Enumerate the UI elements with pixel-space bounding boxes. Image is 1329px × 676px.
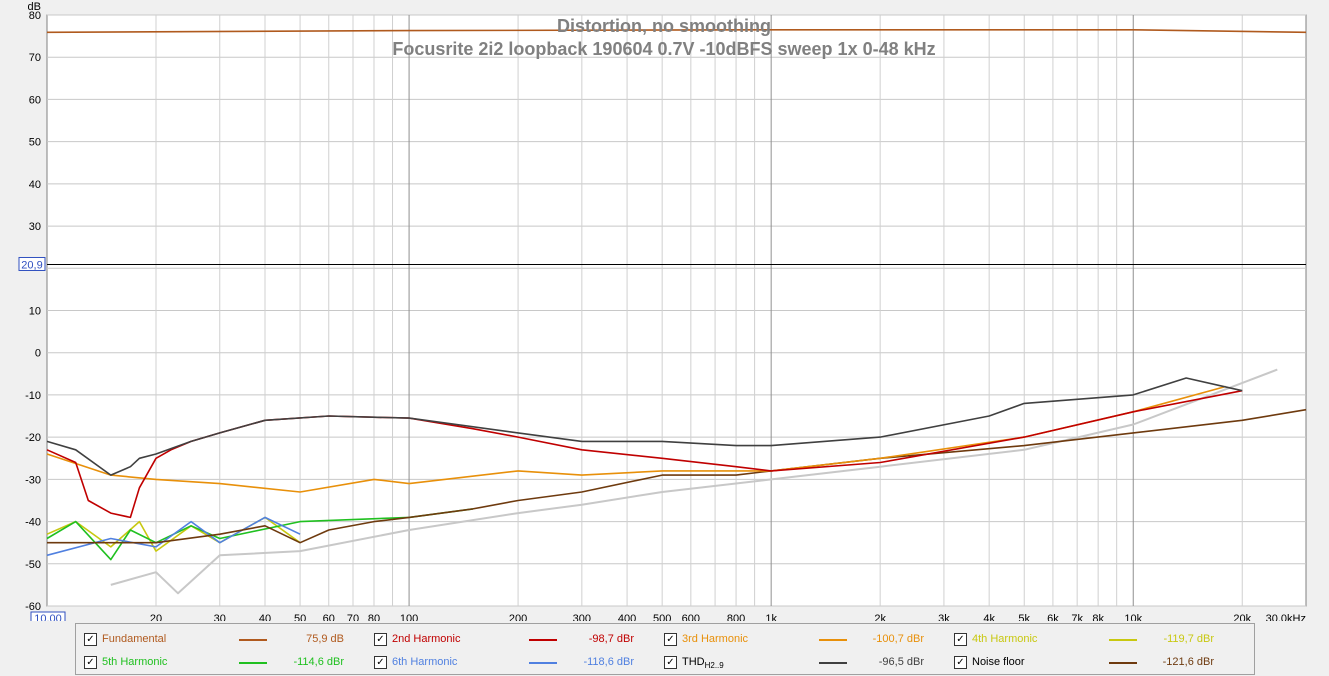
x-tick-label: 600: [682, 613, 700, 621]
x-tick-label: 4k: [983, 613, 995, 621]
legend-checkbox[interactable]: ✓: [374, 633, 387, 646]
legend-item-thd[interactable]: ✓ THDH2..9 -96,5 dBr: [664, 652, 949, 672]
y-tick-label: -20: [25, 432, 41, 444]
cursor-value-label: 20,9: [21, 259, 42, 271]
x-tick-label: 3k: [938, 613, 950, 621]
legend-item-5th-harmonic[interactable]: ✓ 5th Harmonic -114,6 dBr: [84, 652, 369, 672]
legend-label: 3rd Harmonic: [682, 633, 749, 645]
series-line-thd: [46, 377, 1243, 476]
legend-swatch: [1109, 639, 1137, 641]
legend-value: -119,7 dBr: [1163, 633, 1214, 645]
legend-swatch: [529, 639, 557, 641]
legend-item-fundamental[interactable]: ✓ Fundamental 75,9 dB: [84, 629, 369, 649]
series-line-3rd-harmonic: [46, 385, 1226, 493]
legend-swatch: [819, 639, 847, 641]
y-tick-label: 10: [29, 306, 41, 318]
y-tick-label: 70: [29, 52, 41, 64]
legend-label: Noise floor: [972, 656, 1025, 668]
x-tick-label: 50: [294, 613, 306, 621]
y-tick-label: 30: [29, 221, 41, 233]
legend-label: 6th Harmonic: [392, 656, 458, 668]
y-tick-label: 40: [29, 179, 41, 191]
cursor-value-box: [18, 256, 46, 271]
y-tick-label: 60: [29, 94, 41, 106]
y-tick-label: -10: [25, 390, 41, 402]
y-tick-label: -40: [25, 517, 41, 529]
x-tick-label: 400: [618, 613, 636, 621]
x-tick-label: 200: [509, 613, 527, 621]
legend-checkbox[interactable]: ✓: [664, 633, 677, 646]
chart-subtitle: Focusrite 2i2 loopback 190604 0.7V -10dB…: [392, 39, 935, 59]
y-axis-label: dB: [28, 1, 41, 13]
x-tick-label: 5k: [1018, 613, 1030, 621]
legend-label: Fundamental: [102, 633, 167, 645]
legend-label: 5th Harmonic: [102, 656, 168, 668]
legend-checkbox[interactable]: ✓: [374, 656, 387, 669]
legend-label: THDH2..9: [682, 656, 724, 670]
legend-label: 2nd Harmonic: [392, 633, 461, 645]
legend-swatch: [1109, 662, 1137, 664]
x-tick-label: 30,0kHz: [1266, 613, 1306, 621]
x-start-label: 10,00: [34, 613, 62, 621]
legend-checkbox[interactable]: ✓: [954, 656, 967, 669]
legend-item-noise-floor[interactable]: ✓ Noise floor -121,6 dBr: [954, 652, 1239, 672]
x-tick-label: 40: [259, 613, 271, 621]
x-tick-label: 500: [653, 613, 671, 621]
legend-value: -114,6 dBr: [293, 656, 344, 668]
y-tick-label: -30: [25, 474, 41, 486]
series-line-fundamental: [46, 28, 1307, 34]
series-line-noise-floor: [47, 408, 1307, 544]
legend-value: -121,6 dBr: [1162, 656, 1214, 668]
x-tick-label: 10k: [1124, 613, 1142, 621]
x-tick-label: 2k: [874, 613, 886, 621]
x-tick-label: 7k: [1071, 613, 1083, 621]
legend-value: -100,7 dBr: [872, 633, 924, 645]
x-tick-label: 100: [400, 613, 418, 621]
y-tick-label: -50: [25, 559, 41, 571]
legend-checkbox[interactable]: ✓: [954, 633, 967, 646]
x-tick-label: 20k: [1233, 613, 1251, 621]
x-tick-label: 800: [727, 613, 745, 621]
legend-panel: ✓ Fundamental 75,9 dB ✓ 2nd Harmonic -98,7 dB…: [75, 623, 1255, 675]
legend-item-6th-harmonic[interactable]: ✓ 6th Harmonic -118,6 dBr: [374, 652, 659, 672]
x-tick-label: 80: [368, 613, 380, 621]
y-tick-label: 0: [35, 348, 41, 360]
chart-title: Distortion, no smoothing: [557, 16, 771, 36]
legend-value: -98,7 dBr: [588, 633, 634, 645]
legend-item-3rd-harmonic[interactable]: ✓ 3rd Harmonic -100,7 dBr: [664, 629, 949, 649]
x-tick-label: 20: [150, 613, 162, 621]
legend-checkbox[interactable]: ✓: [664, 656, 677, 669]
legend-swatch: [819, 662, 847, 664]
legend-item-4th-harmonic[interactable]: ✓ 4th Harmonic -119,7 dBr: [954, 629, 1239, 649]
series-line-6th-harmonic: [46, 516, 301, 557]
x-tick-label: 70: [347, 613, 359, 621]
legend-checkbox[interactable]: ✓: [84, 633, 97, 646]
x-tick-label: 8k: [1092, 613, 1104, 621]
y-tick-label: 80: [29, 10, 41, 22]
x-start-box: [30, 611, 66, 621]
legend-checkbox[interactable]: ✓: [84, 656, 97, 669]
x-tick-label: 300: [573, 613, 591, 621]
legend-swatch: [239, 662, 267, 664]
legend-swatch: [529, 662, 557, 664]
series-line-unlabelled: [110, 368, 1278, 595]
legend-swatch: [239, 639, 267, 641]
y-tick-label: 50: [29, 137, 41, 149]
x-tick-label: 60: [323, 613, 335, 621]
legend-value: 75,9 dB: [306, 633, 344, 645]
x-tick-label: 1k: [765, 613, 777, 621]
legend-label: 4th Harmonic: [972, 633, 1038, 645]
legend-value: -118,6 dBr: [583, 656, 634, 668]
legend-item-2nd-harmonic[interactable]: ✓ 2nd Harmonic -98,7 dBr: [374, 629, 659, 649]
legend-value: -96,5 dBr: [878, 656, 924, 668]
x-tick-label: 30: [214, 613, 226, 621]
x-tick-label: 6k: [1047, 613, 1059, 621]
y-tick-label: -60: [25, 601, 41, 613]
